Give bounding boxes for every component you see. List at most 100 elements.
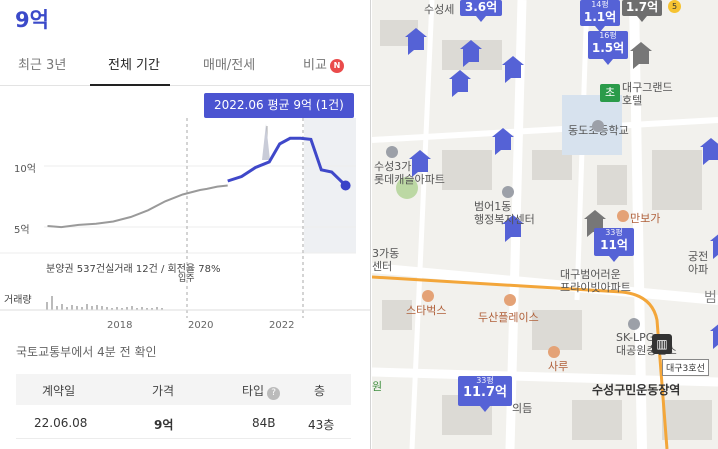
page-title: 9억	[15, 8, 49, 32]
price-chart[interactable]: 2022.06 평균 9억 (1건) 10억 5억 분양권 537건실거래 12…	[0, 88, 370, 318]
poi-icon[interactable]	[628, 318, 640, 330]
volume-bar	[96, 305, 98, 310]
apartment-pin-icon[interactable]	[502, 215, 524, 242]
map-label: 범어1동 행정복지센터	[474, 200, 535, 226]
apartment-pin-icon[interactable]	[449, 70, 471, 97]
row-date: 22.06.08	[34, 416, 88, 430]
apartment-pin-icon[interactable]	[405, 28, 427, 55]
price-marker[interactable]: 33평 11.7억	[458, 376, 512, 412]
apartment-pin-icon[interactable]	[710, 232, 718, 259]
map-label: 수성3가 롯데캐슬아파트	[374, 160, 445, 186]
volume-bar	[146, 308, 148, 310]
volume-bar	[121, 308, 123, 310]
map-label: 사루	[548, 360, 569, 373]
series-line	[227, 136, 347, 187]
building	[382, 300, 412, 330]
col-header-floor: 층	[314, 384, 326, 398]
poi-icon[interactable]	[617, 210, 629, 222]
map-label: 원	[372, 380, 383, 393]
map-view[interactable]: 3.6억 14평 1.1억 1.7억 16평 1.5억 33평 11억 33평 11.7…	[372, 0, 718, 449]
volume-bar	[151, 308, 153, 310]
poi-icon[interactable]	[504, 294, 516, 306]
table-row[interactable]: 22.06.08 9억 84B 43층	[16, 405, 351, 439]
poi-icon[interactable]	[502, 186, 514, 198]
marker-price: 3.6억	[464, 0, 498, 14]
volume-bar	[106, 307, 108, 310]
price-marker[interactable]: 33평 11억	[594, 228, 634, 262]
poi-icon[interactable]	[548, 346, 560, 358]
price-marker[interactable]: 1.7억	[622, 0, 662, 22]
question-icon[interactable]: ?	[267, 387, 281, 400]
metro-line-label: 대구3호선	[662, 359, 709, 376]
map-label: 의듬	[512, 402, 533, 415]
poi-icon[interactable]	[386, 146, 398, 158]
y-tick-label: 5억	[14, 225, 30, 236]
marker-area: 33평	[476, 376, 494, 385]
tab-compare[interactable]: 비교 N	[303, 54, 344, 73]
transaction-table: 계약일 가격 타입? 층 22.06.08 9억 84B 43층	[16, 374, 351, 439]
price-marker[interactable]: 16평 1.5억	[588, 31, 628, 65]
map-label: 두산플레이스	[478, 311, 539, 324]
series-group	[47, 136, 347, 229]
volume-bar	[111, 308, 113, 310]
subway-line	[372, 275, 669, 449]
map-label: 스타벅스	[406, 304, 447, 317]
volume-bar	[141, 307, 143, 310]
series-line	[47, 184, 228, 229]
street	[409, 0, 435, 449]
col-header-date: 계약일	[42, 384, 76, 398]
poi-icon[interactable]	[422, 290, 434, 302]
volume-bar	[56, 306, 58, 310]
marker-price: 1.7억	[625, 0, 659, 14]
apartment-pin-icon[interactable]	[502, 56, 524, 83]
volume-bar	[61, 304, 63, 310]
marker-price: 1.1억	[583, 10, 617, 24]
park	[396, 177, 418, 199]
metro-icon[interactable]: ▥	[652, 334, 672, 354]
volume-bar	[131, 306, 133, 310]
tab-recent-3y[interactable]: 최근 3년	[18, 58, 67, 73]
marker-price: 11억	[600, 238, 628, 252]
tab-underline	[90, 84, 170, 86]
data-update-note: 국토교통부에서 4분 전 확인	[16, 345, 157, 359]
volume-label: 거래량	[4, 295, 32, 306]
street	[372, 117, 718, 143]
x-tick-label: 2022	[269, 320, 295, 331]
col-header-type-label: 타입	[242, 384, 265, 398]
volume-bar	[86, 304, 88, 310]
tab-sale-rent[interactable]: 매매/전세	[203, 58, 256, 73]
apartment-pin-icon[interactable]	[409, 150, 431, 177]
apartment-pin-icon[interactable]	[710, 322, 718, 349]
x-tick-label: 2018	[107, 320, 133, 331]
apartment-pin-icon[interactable]	[492, 128, 514, 155]
marker-area: 14평	[591, 0, 609, 9]
volume-bar	[156, 307, 158, 310]
marker-area: 33평	[605, 228, 623, 237]
tab-all-period[interactable]: 전체 기간	[108, 58, 160, 73]
marker-area: 16평	[599, 31, 617, 40]
volume-bar	[101, 306, 103, 310]
apartment-pin-icon[interactable]	[700, 138, 718, 165]
school-icon[interactable]: 초	[600, 84, 620, 102]
map-label: 궁전 아파	[688, 250, 709, 276]
row-floor: 43층	[308, 418, 335, 432]
price-marker[interactable]: 3.6억	[460, 0, 502, 22]
map-label: 수성세	[424, 3, 455, 16]
map-canvas	[372, 0, 718, 449]
marker-price: 1.5억	[591, 41, 625, 55]
volume-bar	[116, 307, 118, 310]
poi-icon[interactable]	[592, 120, 604, 132]
col-header-type: 타입?	[242, 382, 281, 400]
new-badge: N	[329, 59, 344, 73]
volume-bar	[136, 308, 138, 310]
volume-bar	[66, 307, 68, 310]
volume-bar	[46, 302, 48, 310]
building	[572, 400, 622, 440]
price-marker[interactable]: 14평 1.1억	[580, 0, 620, 32]
move-in-label: 입주	[178, 274, 195, 284]
apartment-pin-icon[interactable]	[460, 40, 482, 67]
volume-bar	[81, 307, 83, 310]
apartment-pin-icon[interactable]	[630, 42, 652, 69]
x-tick-label: 2020	[188, 320, 214, 331]
selected-data-point[interactable]	[340, 180, 351, 191]
